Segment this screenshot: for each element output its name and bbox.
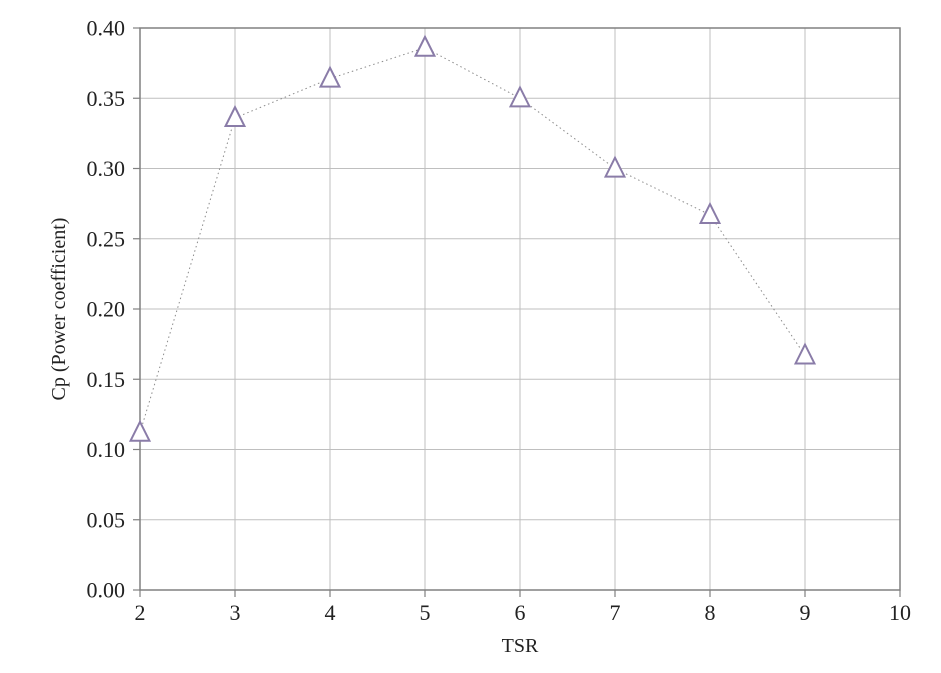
y-tick-label: 0.20 <box>87 297 126 322</box>
x-tick-label: 3 <box>230 600 241 625</box>
y-tick-label: 0.00 <box>87 578 126 603</box>
y-tick-label: 0.10 <box>87 437 126 462</box>
y-tick-label: 0.40 <box>87 16 126 41</box>
x-axis-label: TSR <box>502 635 539 657</box>
chart-container: 23456789100.000.050.100.150.200.250.300.… <box>0 0 941 673</box>
y-tick-labels: 0.00 0.05 0.10 0.15 0.20 0.25 0.30 0.35 0.40 <box>87 16 126 603</box>
x-tick-label: 9 <box>800 600 811 625</box>
y-tick-label: 0.05 <box>87 507 126 532</box>
x-tick-label: 2 <box>135 600 146 625</box>
y-tick-label: 0.25 <box>87 226 126 251</box>
x-tick-label: 4 <box>325 600 336 625</box>
x-tick-label: 7 <box>610 600 621 625</box>
y-tick-label: 0.35 <box>87 86 126 111</box>
x-tick-label: 8 <box>705 600 716 625</box>
x-tick-label: 5 <box>420 600 431 625</box>
y-tick-label: 0.15 <box>87 367 126 392</box>
cp-vs-tsr-chart: 23456789100.000.050.100.150.200.250.300.… <box>0 0 941 673</box>
y-axis-label: Cp (Power coefficient) <box>48 218 70 401</box>
x-tick-label: 10 <box>889 600 911 625</box>
x-tick-label: 6 <box>515 600 526 625</box>
y-tick-label: 0.30 <box>87 156 126 181</box>
